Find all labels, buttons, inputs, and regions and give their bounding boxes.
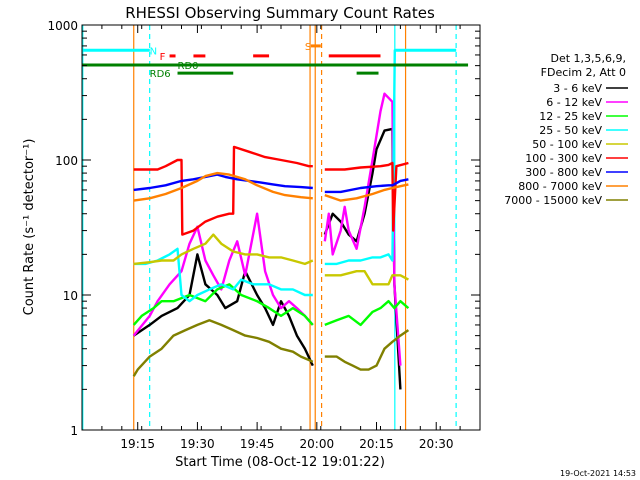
flag-bars: NF S RD0 RD6 (82, 42, 469, 80)
legend-label: 7000 - 15000 keV (504, 194, 602, 207)
series-line (132, 319, 410, 377)
legend-label: 50 - 100 keV (532, 138, 602, 151)
x-tick-label: 19:45 (240, 437, 275, 451)
series-line (133, 233, 409, 286)
x-tick-label: 19:30 (180, 437, 215, 451)
legend-label: 3 - 6 keV (553, 82, 602, 95)
series-line (132, 92, 402, 366)
legend-header: Det 1,3,5,6,9, (550, 52, 626, 65)
axes: 19:15 19:30 19:45 20:00 20:15 20:30 1 10 100 1000 (47, 19, 481, 451)
legend: Det 1,3,5,6,9,FDecim 2, Att 0 3 - 6 keV6 … (504, 52, 628, 207)
legend-label: 6 - 12 keV (546, 96, 602, 109)
footer-timestamp: 19-Oct-2021 14:53 (560, 469, 636, 478)
legend-label: 100 - 300 keV (525, 152, 602, 165)
y-tick-label: 1000 (47, 19, 78, 33)
legend-label: 25 - 50 keV (539, 124, 602, 137)
legend-header: FDecim 2, Att 0 (541, 66, 626, 79)
series-line (132, 283, 410, 327)
flag-bar-label: RD6 (150, 69, 171, 80)
x-tick-label: 19:15 (120, 437, 155, 451)
legend-label: 12 - 25 keV (539, 110, 602, 123)
legend-label: 800 - 7000 keV (518, 180, 602, 193)
y-tick-label: 100 (55, 154, 78, 168)
x-axis-label: Start Time (08-Oct-12 19:01:22) (175, 455, 385, 470)
x-tick-label: 20:30 (419, 437, 454, 451)
chart-title: RHESSI Observing Summary Count Rates (125, 4, 435, 22)
y-tick-label: 1 (70, 424, 78, 438)
y-axis-label: Count Rate (s⁻¹ detector⁻¹) (22, 139, 37, 316)
flag-bar-label: RD0 (178, 61, 199, 72)
flag-bar-label: N (150, 46, 157, 57)
flag-bar-label: S (305, 42, 311, 53)
legend-label: 300 - 800 keV (525, 166, 602, 179)
flag-bar-label: F (160, 52, 166, 63)
x-tick-label: 20:15 (359, 437, 394, 451)
series-layer (82, 49, 457, 390)
y-tick-label: 10 (63, 289, 78, 303)
x-tick-label: 20:00 (300, 437, 335, 451)
series-line (133, 173, 409, 194)
series-line (133, 171, 409, 202)
